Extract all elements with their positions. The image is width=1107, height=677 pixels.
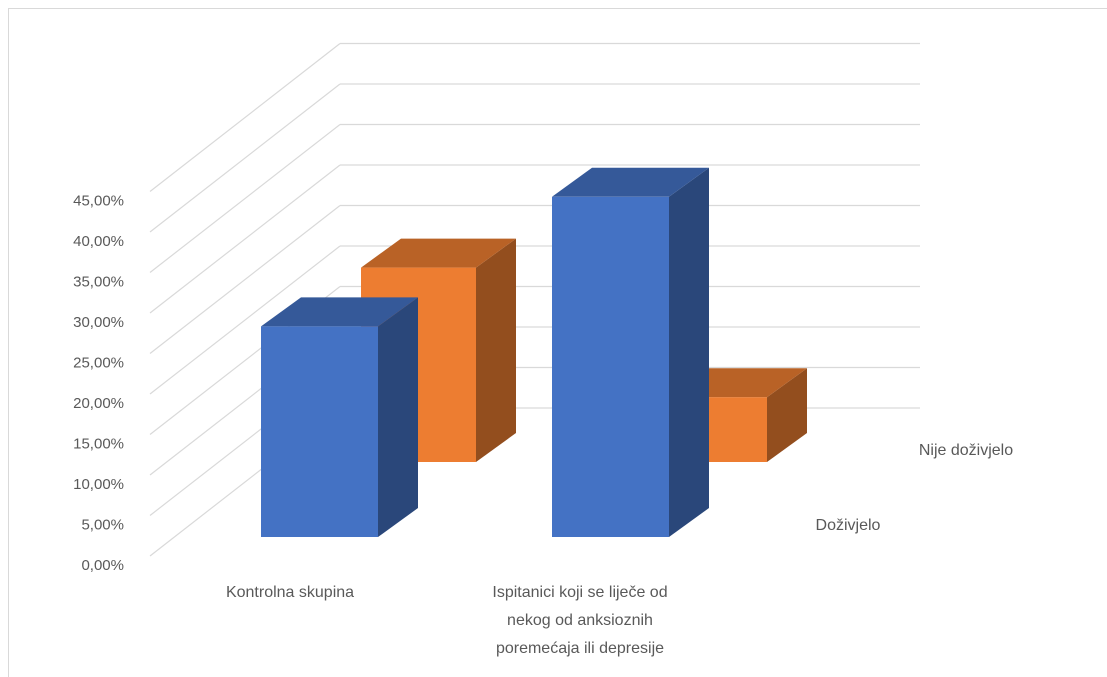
gridline-side — [149, 83, 341, 233]
y-tick-label: 15,00% — [73, 436, 124, 453]
bar-side — [378, 297, 418, 537]
bar-front — [261, 326, 378, 537]
y-axis-ticks: 0,00% 5,00% 10,00% 15,00% 20,00% 25,00% 30,00%… — [73, 193, 124, 575]
bar-side — [476, 238, 516, 462]
y-tick-label: 25,00% — [73, 355, 124, 372]
gridline-side — [149, 205, 341, 354]
y-tick-label: 40,00% — [73, 233, 124, 250]
y-tick-label: 45,00% — [73, 193, 124, 210]
gridline-side — [149, 164, 341, 314]
bars — [261, 167, 807, 538]
y-tick-label: 0,00% — [81, 557, 124, 574]
y-tick-label: 30,00% — [73, 314, 124, 331]
bar-front — [552, 196, 669, 538]
gridline-side — [149, 245, 341, 395]
category-labels: Kontrolna skupina Ispitanici koji se lije… — [226, 584, 668, 657]
series-labels: Doživjelo Nije doživjelo — [816, 442, 1014, 534]
y-tick-label: 10,00% — [73, 476, 124, 493]
bar-side — [767, 368, 807, 462]
series-label-dozivjelo: Doživjelo — [816, 517, 881, 534]
category-label: Kontrolna skupina — [226, 584, 354, 601]
bar-top — [261, 297, 418, 327]
y-tick-label: 35,00% — [73, 274, 124, 291]
y-tick-label: 20,00% — [73, 395, 124, 412]
bar-top — [552, 167, 709, 197]
category-label: Ispitanici koji se liječe od nekog od ank… — [492, 584, 667, 657]
chart-frame — [8, 8, 1107, 677]
bar-side — [669, 167, 709, 538]
series-label-nije-dozivjelo: Nije doživjelo — [919, 442, 1013, 459]
y-tick-label: 5,00% — [81, 517, 124, 534]
bar-dozivjelo-1 — [261, 297, 418, 537]
bar-dozivjelo-2 — [552, 167, 709, 538]
gridline-side — [149, 43, 341, 192]
bar-top — [361, 238, 516, 268]
gridline-side — [149, 124, 341, 273]
